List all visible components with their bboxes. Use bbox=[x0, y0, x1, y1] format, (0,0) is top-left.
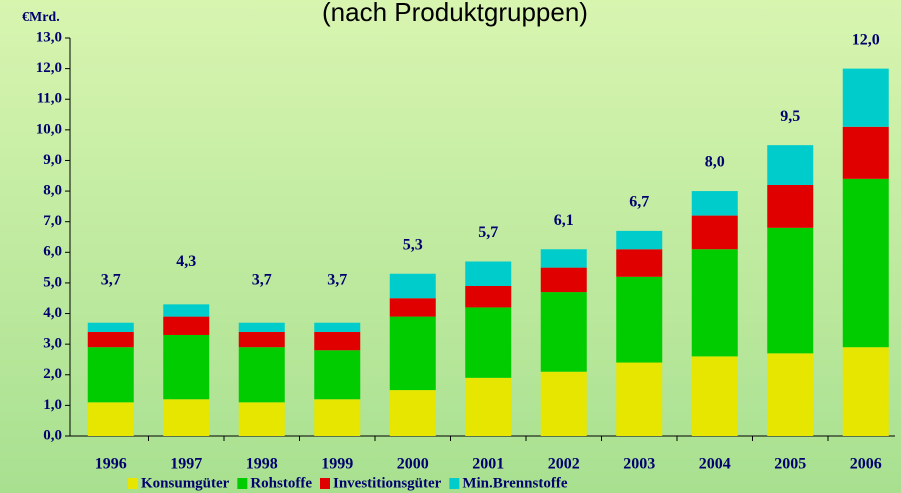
bar-segment bbox=[842, 126, 889, 179]
bar-segment bbox=[540, 371, 587, 436]
y-tick-label: 7,0 bbox=[43, 213, 62, 229]
bar-segment bbox=[87, 331, 134, 348]
bar-segment bbox=[389, 273, 436, 299]
x-tick-label: 2002 bbox=[548, 456, 580, 473]
y-tick-label: 11,0 bbox=[37, 91, 62, 107]
legend-label: Investitionsgüter bbox=[333, 475, 442, 491]
legend-label: Min.Brennstoffe bbox=[462, 475, 567, 491]
bar-segment bbox=[540, 267, 587, 293]
y-tick-label: 12,0 bbox=[36, 60, 62, 76]
bar-segment bbox=[163, 399, 210, 436]
y-axis-label: €Mrd. bbox=[22, 10, 60, 25]
bar-segment bbox=[465, 307, 512, 378]
bar-segment bbox=[389, 316, 436, 391]
bar-segment bbox=[691, 191, 738, 216]
bar-segment bbox=[767, 227, 814, 354]
x-tick-label: 2003 bbox=[623, 456, 655, 473]
bar-segment bbox=[767, 353, 814, 436]
x-tick-label: 1998 bbox=[246, 456, 278, 473]
bar-segment bbox=[691, 215, 738, 250]
y-tick-label: 13,0 bbox=[36, 29, 62, 45]
bar-segment bbox=[314, 399, 361, 436]
total-label: 9,5 bbox=[780, 108, 800, 125]
y-tick-label: 0,0 bbox=[43, 427, 62, 443]
y-tick-label: 6,0 bbox=[43, 244, 62, 260]
bar-segment bbox=[238, 331, 285, 348]
total-label: 3,7 bbox=[327, 271, 347, 288]
y-tick-label: 9,0 bbox=[43, 152, 62, 168]
x-tick-label: 2005 bbox=[774, 456, 806, 473]
bar-segment bbox=[616, 249, 663, 277]
total-label: 5,7 bbox=[478, 224, 498, 241]
bar-segment bbox=[314, 350, 361, 400]
total-label: 3,7 bbox=[101, 271, 121, 288]
x-tick-label: 2006 bbox=[850, 456, 882, 473]
bar-segment bbox=[87, 347, 134, 403]
bar-segment bbox=[540, 249, 587, 268]
y-tick-label: 5,0 bbox=[43, 274, 62, 290]
total-label: 4,3 bbox=[176, 253, 196, 270]
bar-segment bbox=[314, 331, 361, 351]
legend-label: Konsumgüter bbox=[141, 475, 230, 491]
bar-segment bbox=[616, 276, 663, 363]
bar-segment bbox=[842, 178, 889, 348]
bar-segment bbox=[163, 316, 210, 335]
legend-swatch bbox=[237, 478, 248, 489]
legend-swatch bbox=[128, 478, 138, 489]
y-tick-label: 10,0 bbox=[36, 121, 62, 137]
legend-swatch bbox=[320, 478, 330, 489]
legend-swatch bbox=[449, 478, 460, 489]
bar-segment bbox=[691, 249, 738, 357]
total-label: 5,3 bbox=[403, 236, 423, 253]
bar-segment bbox=[767, 145, 814, 185]
bar-segment bbox=[465, 261, 512, 286]
bar-segment bbox=[540, 292, 587, 372]
bar-segment bbox=[238, 322, 285, 332]
total-label: 6,7 bbox=[629, 194, 649, 211]
y-tick-label: 2,0 bbox=[43, 366, 62, 382]
bar-segment bbox=[616, 230, 663, 250]
x-tick-label: 1997 bbox=[170, 456, 202, 473]
bar-segment bbox=[465, 285, 512, 308]
bar-segment bbox=[87, 322, 134, 332]
bar-segment bbox=[616, 362, 663, 436]
bar-segment bbox=[238, 402, 285, 436]
bar-segment bbox=[314, 322, 361, 332]
y-tick-label: 8,0 bbox=[43, 183, 62, 199]
bar-segment bbox=[389, 390, 436, 436]
bar-segment bbox=[691, 356, 738, 436]
total-label: 6,1 bbox=[554, 212, 574, 229]
y-tick-label: 1,0 bbox=[43, 397, 62, 413]
bar-segment bbox=[163, 304, 210, 317]
bar-segment bbox=[842, 68, 889, 127]
bar-segment bbox=[163, 334, 210, 400]
y-tick-label: 3,0 bbox=[43, 336, 62, 352]
bar-segment bbox=[767, 184, 814, 228]
bar-segment bbox=[389, 298, 436, 317]
legend-label: Rohstoffe bbox=[250, 475, 312, 491]
bar-segment bbox=[87, 402, 134, 436]
bar-segment bbox=[238, 347, 285, 403]
y-tick-label: 4,0 bbox=[43, 305, 62, 321]
bar-segment bbox=[842, 347, 889, 436]
x-tick-label: 1999 bbox=[321, 456, 353, 473]
x-tick-label: 1996 bbox=[95, 456, 127, 473]
x-tick-label: 2004 bbox=[699, 456, 731, 473]
bar-segment bbox=[465, 377, 512, 436]
total-label: 8,0 bbox=[705, 154, 725, 171]
chart-title: (nach Produktgruppen) bbox=[322, 0, 588, 27]
x-tick-label: 2001 bbox=[472, 456, 504, 473]
total-label: 12,0 bbox=[852, 31, 880, 48]
total-label: 3,7 bbox=[252, 271, 272, 288]
x-tick-label: 2000 bbox=[397, 456, 429, 473]
